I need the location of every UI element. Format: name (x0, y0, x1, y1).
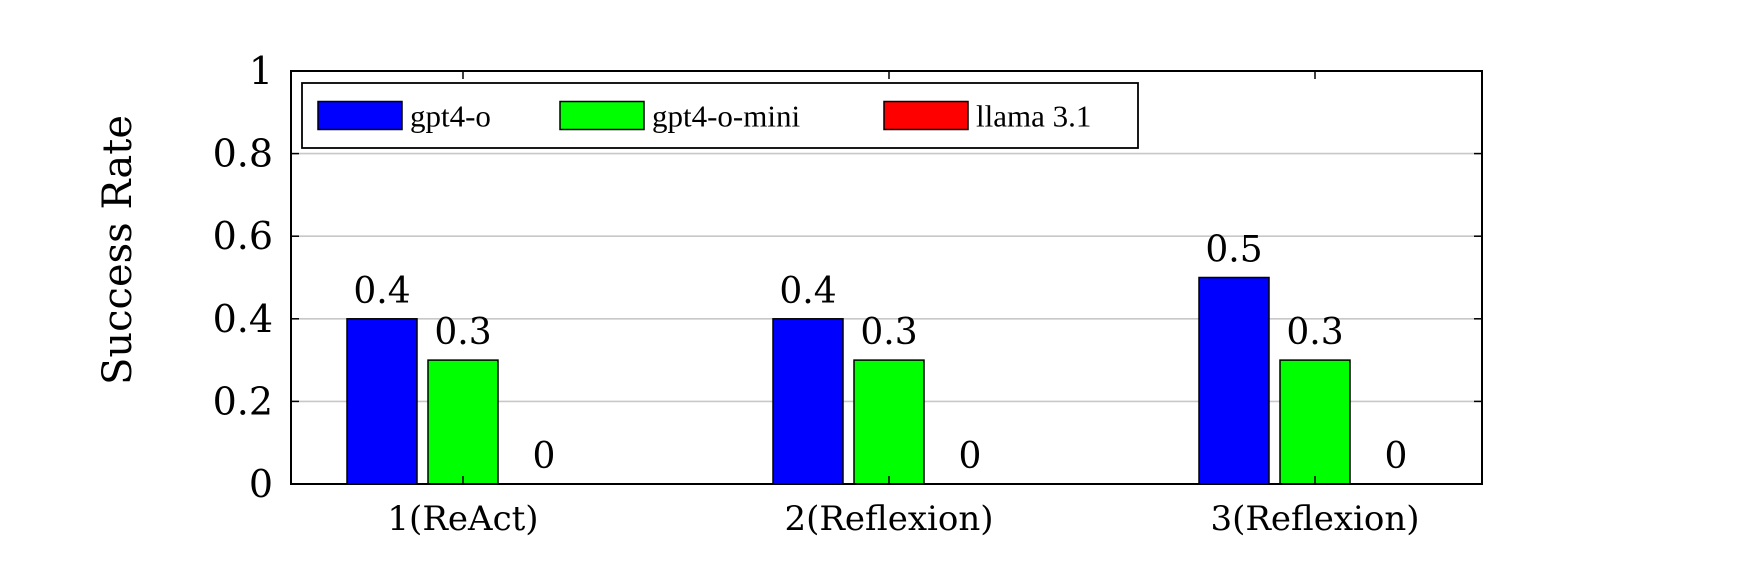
legend: gpt4-o gpt4-o-mini llama 3.1 (301, 82, 1139, 149)
legend-box (301, 82, 1139, 149)
data-label: 0.3 (1286, 312, 1343, 353)
bar (1198, 276, 1270, 485)
x-tick-label: 3(Reflexion) (1210, 499, 1419, 539)
y-tick-label: 0.8 (213, 132, 273, 176)
data-label: 0 (1385, 436, 1408, 477)
x-tick-label: 1(ReAct) (387, 499, 538, 539)
legend-swatch (317, 100, 403, 131)
bar (772, 318, 844, 485)
data-label: 0.4 (353, 271, 410, 312)
data-label: 0.5 (1205, 230, 1262, 271)
data-label: 0.3 (434, 312, 491, 353)
legend-label: llama 3.1 (976, 99, 1091, 134)
y-tick-label: 0.2 (213, 379, 273, 423)
bar (853, 359, 925, 485)
x-tick-label: 2(Reflexion) (784, 499, 993, 539)
data-label: 0.4 (779, 271, 836, 312)
bar-layer (346, 276, 1351, 485)
legend-swatch (559, 100, 645, 131)
bar (1279, 359, 1351, 485)
y-tick-label: 0.4 (213, 297, 273, 341)
legend-label: gpt4-o (410, 99, 491, 134)
bar (427, 359, 499, 485)
data-label: 0 (959, 436, 982, 477)
y-tick-label: 0 (249, 462, 273, 506)
bar (346, 318, 418, 485)
y-axis-label: Success Rate (95, 115, 141, 385)
plot-frame (290, 70, 1483, 485)
data-label: 0.3 (860, 312, 917, 353)
legend-swatch (883, 100, 969, 131)
label-layer: 0.4 0.4 0.5 0.3 0.3 0.3 0 0 0 0 0.2 0.4 0.6 0.8 1 1(ReA… (213, 49, 1420, 539)
frame-layer (290, 70, 1483, 485)
legend-label: gpt4-o-mini (652, 99, 800, 134)
y-tick-label: 0.6 (213, 214, 273, 258)
y-tick-label: 1 (249, 49, 273, 93)
data-label: 0 (533, 436, 556, 477)
